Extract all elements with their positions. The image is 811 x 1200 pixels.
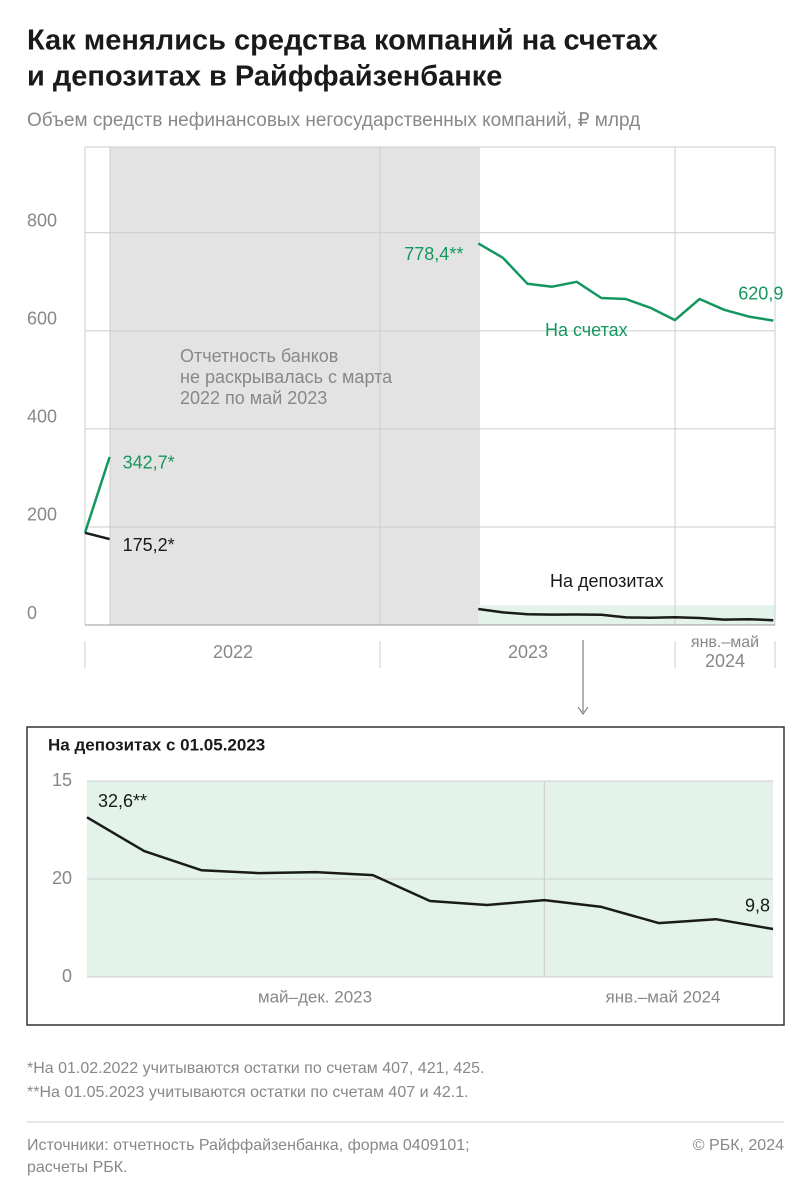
data-label: 778,4**	[404, 244, 463, 264]
data-label: 9,8	[745, 896, 770, 916]
x-tick-label: май–дек. 2023	[258, 987, 372, 1006]
line	[83, 242, 774, 534]
subtitle: Объем средств нефинансовых негосударстве…	[27, 110, 640, 131]
y-tick-label: 15	[52, 770, 72, 790]
line	[86, 816, 774, 931]
arrow-head	[577, 706, 589, 715]
y-tick-label: 800	[27, 211, 57, 231]
x-tick-label: 2024	[705, 651, 745, 671]
gap-region	[110, 147, 480, 625]
data-label: 32,6**	[98, 791, 147, 811]
inset-frame	[26, 726, 785, 1026]
copyright: © РБК, 2024	[693, 1137, 784, 1154]
annotation: Отчетность банков	[180, 346, 338, 366]
title-line: и депозитах в Райффайзенбанке	[27, 61, 502, 93]
series-label: На счетах	[545, 320, 628, 340]
annotation: 2022 по май 2023	[180, 388, 327, 408]
y-tick-label: 200	[27, 505, 57, 525]
y-tick-label: 600	[27, 309, 57, 329]
title-line: Как менялись средства компаний на счетах	[27, 25, 658, 57]
y-tick-label: 0	[27, 603, 37, 623]
footnote: **На 01.05.2023 учитываются остатки по с…	[27, 1084, 469, 1101]
data-label: 175,2*	[123, 535, 175, 555]
x-tick-label: янв.–май	[691, 634, 759, 651]
x-tick-label: 2023	[508, 642, 548, 662]
zoom-area	[478, 605, 775, 625]
line	[84, 531, 774, 622]
x-tick-label: янв.–май 2024	[606, 987, 721, 1006]
data-label: 342,7*	[123, 453, 175, 473]
y-tick-label: 400	[27, 407, 57, 427]
inset-title: На депозитах с 01.05.2023	[48, 735, 265, 754]
series-label: На депозитах	[550, 571, 663, 591]
y-tick-label: 0	[62, 966, 72, 986]
source: Источники: отчетность Райффайзенбанка, ф…	[27, 1137, 470, 1154]
source: расчеты РБК.	[27, 1159, 128, 1176]
data-label: 620,9	[738, 283, 783, 303]
annotation: не раскрывалась с марта	[180, 367, 393, 387]
y-tick-label: 20	[52, 868, 72, 888]
footnote: *На 01.02.2022 учитываются остатки по сч…	[27, 1060, 485, 1077]
x-tick-label: 2022	[213, 642, 253, 662]
